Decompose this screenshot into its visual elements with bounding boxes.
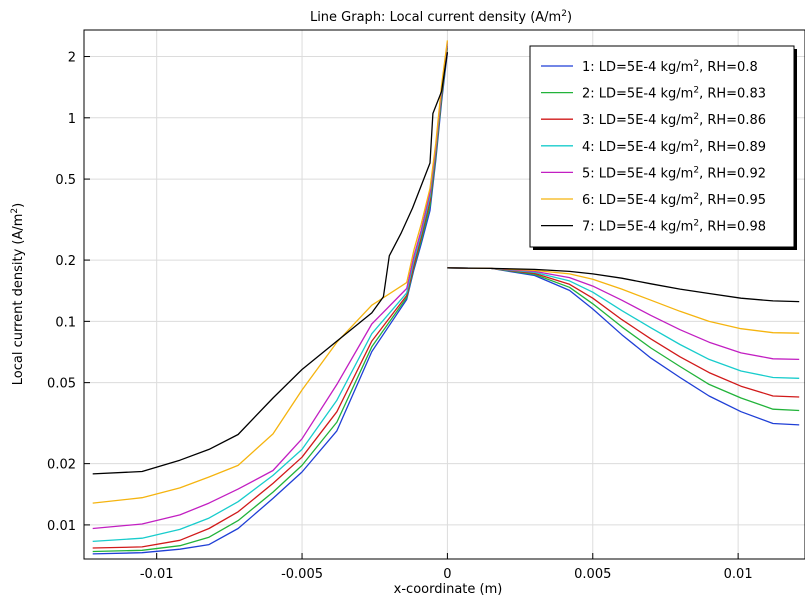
x-tick-label: 0.005 xyxy=(574,567,611,582)
axis-ticks: -0.01 -0.005 0 0.005 0.01 0.01 0.02 0.05 0.1 0.2 0… xyxy=(47,51,753,582)
legend-entry-5: 5: LD=5E-4 kg/m2, RH=0.92 xyxy=(582,165,766,181)
x-tick-label: -0.005 xyxy=(281,567,323,582)
y-tick-label: 0.05 xyxy=(47,377,76,392)
legend-entry-4: 4: LD=5E-4 kg/m2, RH=0.89 xyxy=(582,139,766,155)
legend: 1: LD=5E-4 kg/m2, RH=0.8 2: LD=5E-4 kg/m2… xyxy=(529,45,797,250)
y-tick-label: 0.2 xyxy=(55,254,76,269)
series-7-right-line xyxy=(447,267,800,303)
plot-area xyxy=(92,40,800,555)
x-tick-label: 0 xyxy=(443,567,451,582)
series-2-right-line xyxy=(447,267,800,412)
y-tick-label: 1 xyxy=(68,112,76,127)
legend-box xyxy=(529,45,795,248)
series-3-right-line xyxy=(447,267,800,398)
series-6-right-line xyxy=(447,267,800,334)
x-tick-label: 0.01 xyxy=(724,567,753,582)
series-5-right-line xyxy=(447,267,800,361)
series-7-left-line xyxy=(92,52,449,475)
y-tick-label: 0.5 xyxy=(55,173,76,188)
y-tick-label: 0.01 xyxy=(47,519,76,534)
y-tick-label: 0.1 xyxy=(55,315,76,330)
legend-entry-6: 6: LD=5E-4 kg/m2, RH=0.95 xyxy=(582,192,766,208)
y-tick-label: 0.02 xyxy=(47,458,76,473)
y-tick-label: 2 xyxy=(68,51,76,66)
y-axis-title: Local current density (A/m2) xyxy=(10,203,26,385)
chart-title: Line Graph: Local current density (A/m2) xyxy=(310,9,572,25)
x-axis-title: x-coordinate (m) xyxy=(394,582,503,597)
series-1-right-line xyxy=(447,267,800,426)
legend-entry-3: 3: LD=5E-4 kg/m2, RH=0.86 xyxy=(582,112,766,128)
plot-frame xyxy=(83,29,805,560)
series-4-right-line xyxy=(447,267,800,379)
series-6-left-line xyxy=(92,40,449,504)
legend-entry-2: 2: LD=5E-4 kg/m2, RH=0.83 xyxy=(582,86,766,102)
legend-entry-1: 1: LD=5E-4 kg/m2, RH=0.8 xyxy=(582,59,758,75)
x-tick-label: -0.01 xyxy=(140,567,174,582)
legend-entry-7: 7: LD=5E-4 kg/m2, RH=0.98 xyxy=(582,219,766,235)
